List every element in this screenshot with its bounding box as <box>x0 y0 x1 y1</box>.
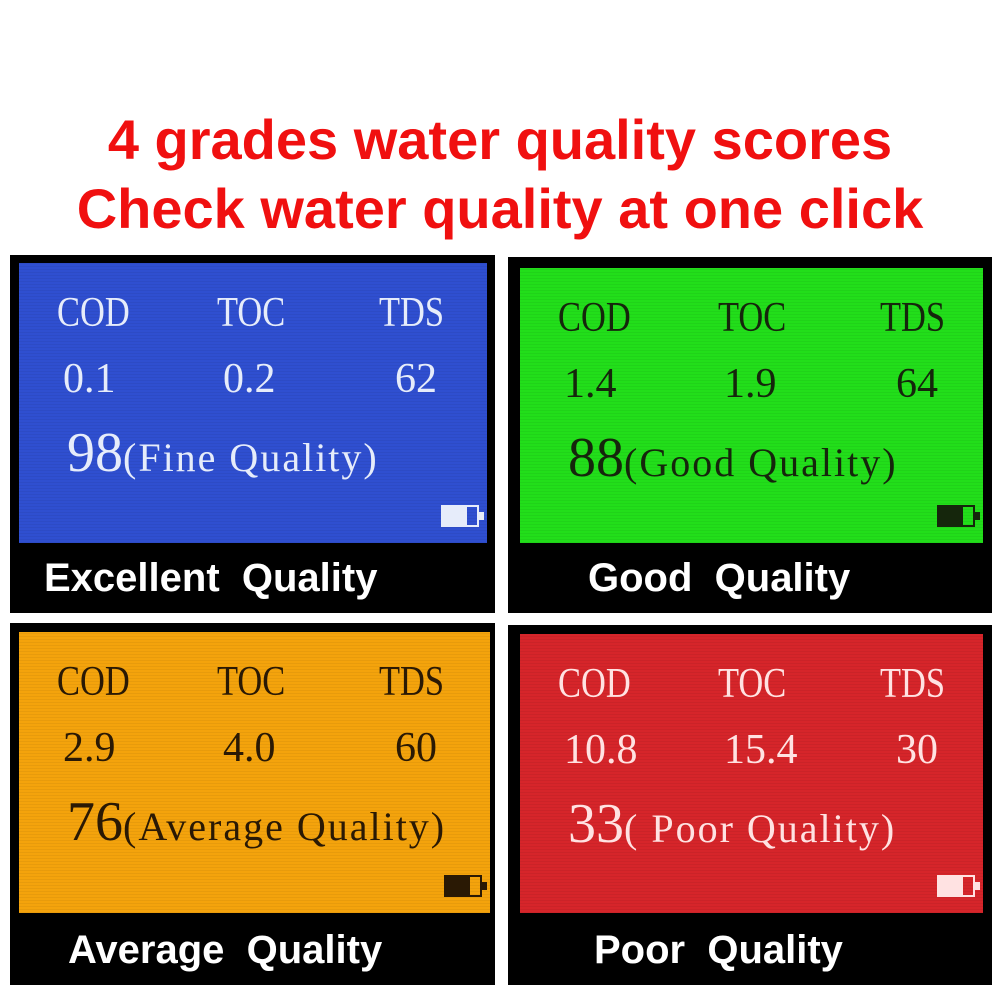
score-value: 88 <box>568 427 624 489</box>
score-value: 76 <box>67 791 123 853</box>
parameter-value: 4.0 <box>223 725 276 771</box>
parameter-label: COD <box>57 290 130 336</box>
parameter-label: COD <box>57 659 130 705</box>
quality-score: 33( Poor Quality) <box>568 792 896 856</box>
score-quality-text: ( Poor Quality) <box>624 806 897 851</box>
score-value: 98 <box>67 422 123 484</box>
parameter-value: 10.8 <box>564 727 638 773</box>
parameter-label: TDS <box>379 659 445 705</box>
parameter-value: 0.2 <box>223 356 276 402</box>
parameter-value: 1.4 <box>564 361 617 407</box>
quality-caption: Excellent Quality <box>44 556 378 600</box>
parameter-value: 62 <box>395 356 437 402</box>
parameter-value: 1.9 <box>724 361 777 407</box>
score-value: 33 <box>568 793 624 855</box>
quality-score: 88(Good Quality) <box>568 426 898 490</box>
lcd-screen: COD TOC TDS 2.9 4.0 60 76(Average Quality) <box>19 632 490 913</box>
score-quality-text: (Average Quality) <box>123 804 447 849</box>
parameter-label: TOC <box>217 290 286 336</box>
quality-caption: Poor Quality <box>594 928 843 972</box>
score-quality-text: (Good Quality) <box>624 440 898 485</box>
quality-score: 98(Fine Quality) <box>67 421 379 485</box>
parameter-value: 0.1 <box>63 356 116 402</box>
headline-line-2: Check water quality at one click <box>76 177 924 240</box>
parameter-label: TOC <box>217 659 286 705</box>
quality-panel: COD TOC TDS 10.8 15.4 30 33( Poor Quality) P… <box>508 625 992 985</box>
score-quality-text: (Fine Quality) <box>123 435 379 480</box>
parameter-label: TDS <box>379 290 445 336</box>
parameter-label: TOC <box>718 661 787 707</box>
battery-icon <box>441 505 484 527</box>
quality-caption: Good Quality <box>588 556 851 600</box>
battery-icon <box>444 875 487 897</box>
quality-panel: COD TOC TDS 2.9 4.0 60 76(Average Quality) A… <box>10 623 495 985</box>
battery-icon <box>937 505 980 527</box>
parameter-value: 30 <box>896 727 938 773</box>
lcd-screen: COD TOC TDS 1.4 1.9 64 88(Good Quality) <box>520 268 983 543</box>
parameter-label: COD <box>558 295 631 341</box>
quality-score: 76(Average Quality) <box>67 790 446 854</box>
quality-caption: Average Quality <box>68 928 383 972</box>
parameter-label: COD <box>558 661 631 707</box>
battery-icon <box>937 875 980 897</box>
lcd-screen: COD TOC TDS 10.8 15.4 30 33( Poor Quality) <box>520 634 983 913</box>
headline-line-1: 4 grades water quality scores <box>107 108 893 171</box>
parameter-label: TDS <box>880 661 946 707</box>
parameter-label: TDS <box>880 295 946 341</box>
parameter-value: 64 <box>896 361 938 407</box>
parameter-value: 15.4 <box>724 727 798 773</box>
quality-panel: COD TOC TDS 0.1 0.2 62 98(Fine Quality) Exce… <box>10 255 495 613</box>
parameter-label: TOC <box>718 295 787 341</box>
quality-panel: COD TOC TDS 1.4 1.9 64 88(Good Quality) Good… <box>508 257 992 613</box>
parameter-value: 60 <box>395 725 437 771</box>
parameter-value: 2.9 <box>63 725 116 771</box>
lcd-screen: COD TOC TDS 0.1 0.2 62 98(Fine Quality) <box>19 263 487 543</box>
